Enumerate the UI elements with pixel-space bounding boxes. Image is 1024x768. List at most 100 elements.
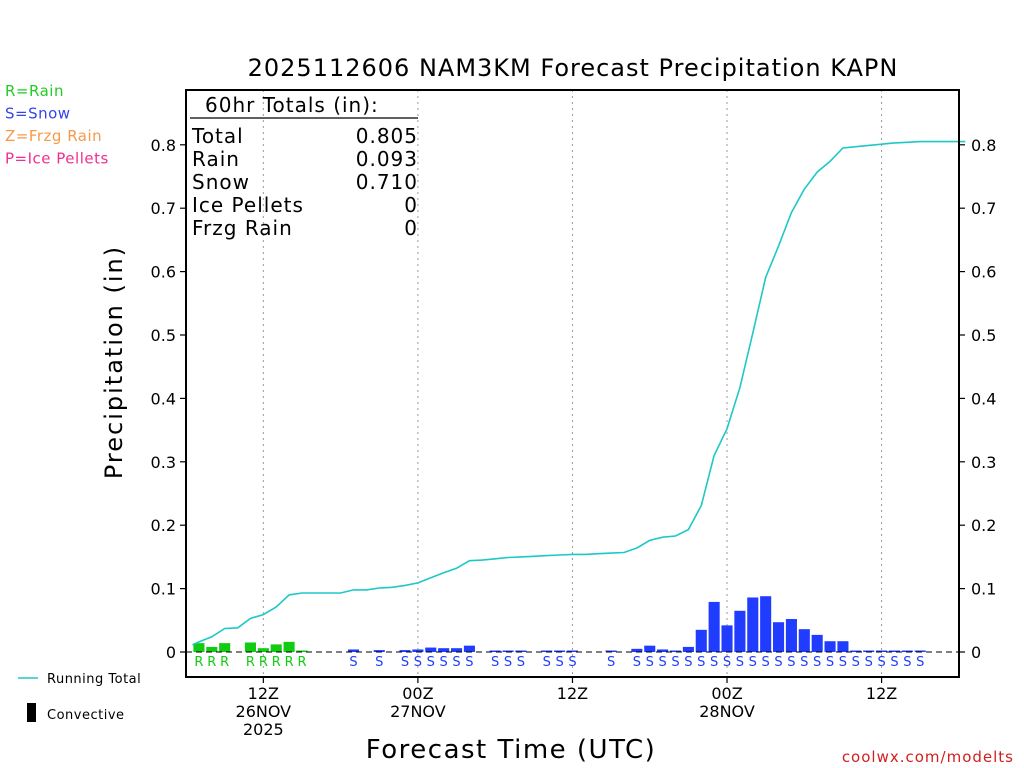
type-letter-18: S — [414, 655, 422, 670]
type-letter-38: S — [671, 655, 679, 670]
precip-bar-20 — [438, 648, 450, 652]
type-letter-46: S — [774, 655, 782, 670]
precip-bar-42 — [721, 625, 733, 652]
y-tick-label-left: 0.5 — [151, 326, 176, 345]
totals-row-label: Rain — [192, 147, 240, 171]
totals-row-value: 0 — [404, 193, 418, 217]
y-tick-label-right: 0.5 — [971, 326, 996, 345]
precip-bar-44 — [747, 597, 759, 652]
type-letter-6: R — [259, 655, 268, 670]
type-letter-26: S — [517, 655, 525, 670]
type-letter-19: S — [427, 655, 435, 670]
precip-type-legend: R=Rain S=Snow Z=Frzg Rain P=Ice Pellets — [5, 82, 109, 168]
totals-heading: 60hr Totals (in): — [205, 93, 379, 117]
precip-bar-45 — [760, 596, 772, 652]
series-legend: Running Total Convective — [18, 672, 141, 723]
x-tick-label: 26NOV — [236, 702, 292, 721]
type-letter-13: S — [349, 655, 357, 670]
type-letter-22: S — [465, 655, 473, 670]
totals-row-value: 0.805 — [356, 124, 418, 148]
type-legend-item: S=Snow — [5, 105, 71, 123]
y-tick-label-left: 0.2 — [151, 516, 176, 535]
precip-bar-18 — [412, 649, 424, 652]
precip-bar-33 — [605, 650, 617, 652]
precip-bar-43 — [734, 610, 746, 652]
precip-bar-26 — [515, 650, 527, 652]
type-letter-28: S — [543, 655, 551, 670]
type-letter-45: S — [762, 655, 770, 670]
chart-title: 2025112606 NAM3KM Forecast Precipitation… — [248, 54, 899, 82]
type-letter-21: S — [452, 655, 460, 670]
type-letter-47: S — [787, 655, 795, 670]
precip-bar-48 — [798, 629, 810, 652]
precip-bar-3 — [219, 643, 231, 652]
y-tick-label-left: 0.8 — [151, 136, 176, 155]
type-letter-50: S — [826, 655, 834, 670]
y-axis-left: 0 0.1 0.2 0.3 0.4 0.5 0.6 0.7 0.8 — [151, 136, 186, 662]
type-letter-1: R — [194, 655, 203, 670]
precip-bar-28 — [541, 650, 553, 652]
precip-bar-13 — [347, 649, 360, 652]
type-legend-item: P=Ice Pellets — [5, 150, 109, 168]
y-tick-label-left: 0 — [166, 643, 176, 662]
precip-bar-25 — [502, 650, 514, 652]
type-letter-15: S — [375, 655, 383, 670]
type-letter-5: R — [246, 655, 255, 670]
type-letter-51: S — [839, 655, 847, 670]
precip-bar-5 — [244, 642, 256, 652]
type-letter-57: S — [916, 655, 924, 670]
source-credit: coolwx.com/modelts — [842, 748, 1014, 766]
precip-bar-22 — [463, 645, 475, 652]
type-letter-43: S — [736, 655, 744, 670]
type-letter-2: R — [207, 655, 216, 670]
precip-bar-54 — [876, 650, 888, 652]
x-tick-label: 12Z — [866, 684, 897, 703]
precip-bar-53 — [863, 650, 875, 652]
precip-bar-50 — [824, 641, 836, 652]
type-letter-8: R — [285, 655, 294, 670]
hourly-bars — [193, 596, 926, 652]
precip-bar-35 — [631, 648, 643, 652]
totals-row-value: 0 — [404, 216, 418, 240]
y-tick-label-left: 0.1 — [151, 580, 176, 599]
precip-bar-24 — [489, 650, 501, 652]
totals-row-value: 0.710 — [356, 170, 418, 194]
type-letter-30: S — [568, 655, 576, 670]
type-letter-20: S — [440, 655, 448, 670]
totals-row-label: Total — [191, 124, 244, 148]
precip-bar-51 — [837, 641, 849, 652]
x-axis-label: Forecast Time (UTC) — [366, 735, 657, 765]
series-legend-item: Running Total — [47, 672, 141, 687]
precip-bar-29 — [554, 650, 566, 652]
precip-bar-46 — [773, 622, 785, 652]
type-letter-9: R — [297, 655, 306, 670]
totals-row-label: Frzg Rain — [192, 216, 293, 240]
type-letter-56: S — [903, 655, 911, 670]
type-letter-37: S — [658, 655, 666, 670]
y-tick-label-right: 0.8 — [971, 136, 996, 155]
precip-bar-37 — [657, 649, 669, 652]
y-tick-label-right: 0.7 — [971, 199, 996, 218]
totals-row-label: Snow — [192, 170, 250, 194]
y-tick-label-left: 0.6 — [151, 263, 176, 282]
precip-bar-57 — [914, 650, 926, 652]
precip-bar-9 — [296, 650, 308, 652]
type-letter-29: S — [555, 655, 563, 670]
totals-row-value: 0.093 — [356, 147, 418, 171]
y-tick-label-right: 0.4 — [971, 389, 996, 408]
x-tick-label: 28NOV — [699, 702, 755, 721]
type-letter-17: S — [401, 655, 409, 670]
precip-bar-36 — [644, 645, 656, 652]
x-tick-label: 12Z — [557, 684, 588, 703]
precip-bar-40 — [695, 629, 707, 652]
running-total-line — [192, 140, 966, 646]
totals-row-label: Ice Pellets — [192, 193, 304, 217]
type-letter-33: S — [607, 655, 615, 670]
type-letter-35: S — [633, 655, 641, 670]
precip-bar-41 — [708, 601, 720, 652]
precip-bar-1 — [193, 643, 205, 652]
y-tick-label-left: 0.3 — [151, 453, 176, 472]
